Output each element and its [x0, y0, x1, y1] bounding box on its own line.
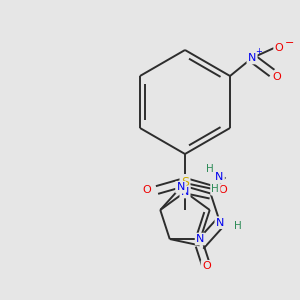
- Text: H: H: [206, 164, 214, 174]
- Text: −: −: [284, 38, 294, 48]
- Text: O: O: [275, 43, 284, 53]
- Text: O: O: [142, 185, 152, 195]
- Text: N: N: [216, 218, 224, 228]
- Text: N: N: [248, 53, 256, 63]
- Text: O: O: [202, 261, 211, 271]
- Text: O: O: [273, 72, 281, 82]
- Text: +: +: [256, 46, 262, 56]
- Text: N: N: [215, 172, 224, 182]
- Text: S: S: [181, 176, 189, 188]
- Text: O: O: [219, 185, 227, 195]
- Text: N: N: [176, 182, 185, 192]
- Text: H: H: [212, 184, 219, 194]
- Text: N: N: [196, 234, 205, 244]
- Text: N: N: [181, 187, 189, 197]
- Text: H: H: [234, 221, 242, 231]
